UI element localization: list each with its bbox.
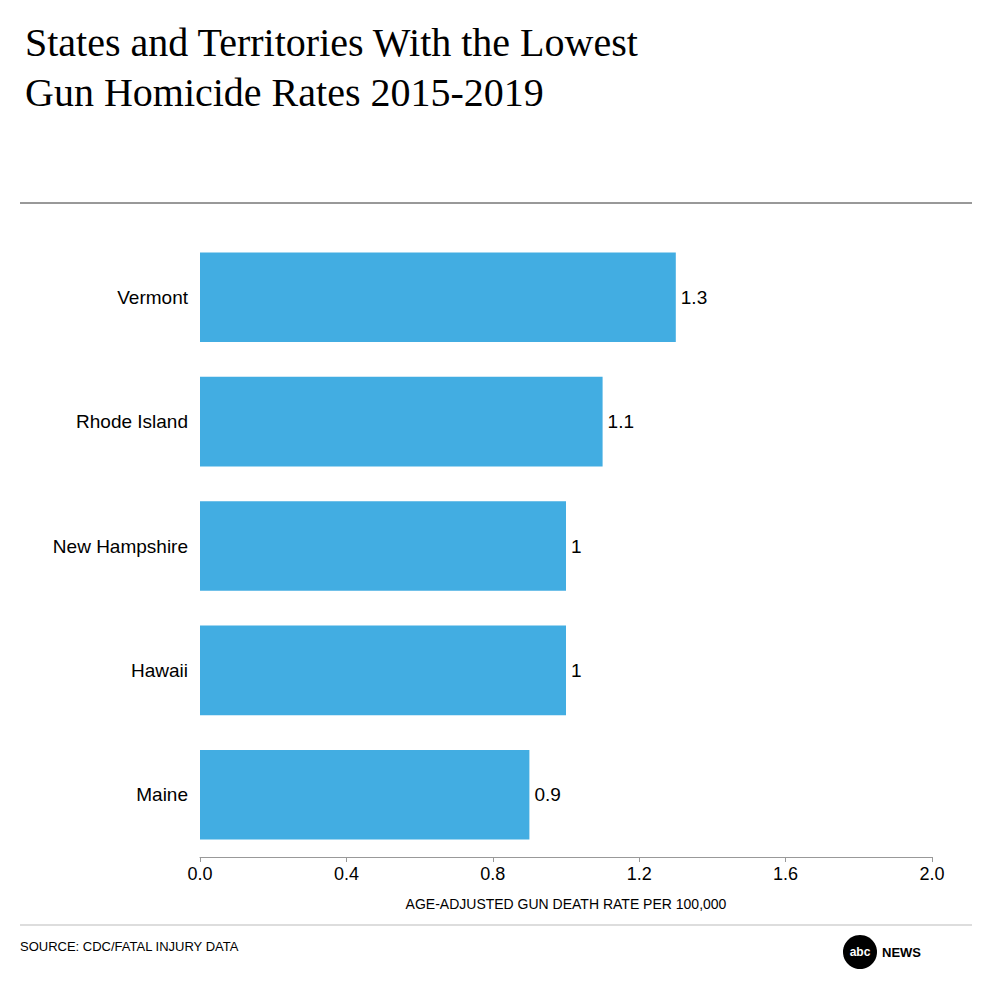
- svg-text:1.2: 1.2: [627, 864, 652, 884]
- svg-text:0.4: 0.4: [334, 864, 359, 884]
- svg-text:0.0: 0.0: [187, 864, 212, 884]
- svg-text:abc: abc: [850, 945, 871, 959]
- svg-text:0.8: 0.8: [480, 864, 505, 884]
- svg-text:New Hampshire: New Hampshire: [53, 536, 188, 557]
- svg-text:Hawaii: Hawaii: [131, 660, 188, 681]
- svg-text:0.9: 0.9: [534, 784, 560, 805]
- svg-text:1: 1: [571, 660, 582, 681]
- svg-text:SOURCE: CDC/FATAL INJURY DATA: SOURCE: CDC/FATAL INJURY DATA: [20, 939, 239, 954]
- svg-text:Gun Homicide Rates 2015-2019: Gun Homicide Rates 2015-2019: [25, 70, 544, 115]
- svg-text:1.6: 1.6: [773, 864, 798, 884]
- svg-text:Maine: Maine: [136, 784, 188, 805]
- svg-text:States and Territories With th: States and Territories With the Lowest: [25, 20, 638, 65]
- svg-text:1.3: 1.3: [681, 287, 707, 308]
- svg-text:NEWS: NEWS: [882, 945, 921, 960]
- svg-text:Rhode Island: Rhode Island: [76, 411, 188, 432]
- svg-text:Vermont: Vermont: [117, 287, 188, 308]
- svg-text:AGE-ADJUSTED GUN DEATH RATE PE: AGE-ADJUSTED GUN DEATH RATE PER 100,000: [406, 896, 727, 912]
- svg-text:2.0: 2.0: [919, 864, 944, 884]
- svg-text:1: 1: [571, 536, 582, 557]
- svg-text:1.1: 1.1: [608, 411, 634, 432]
